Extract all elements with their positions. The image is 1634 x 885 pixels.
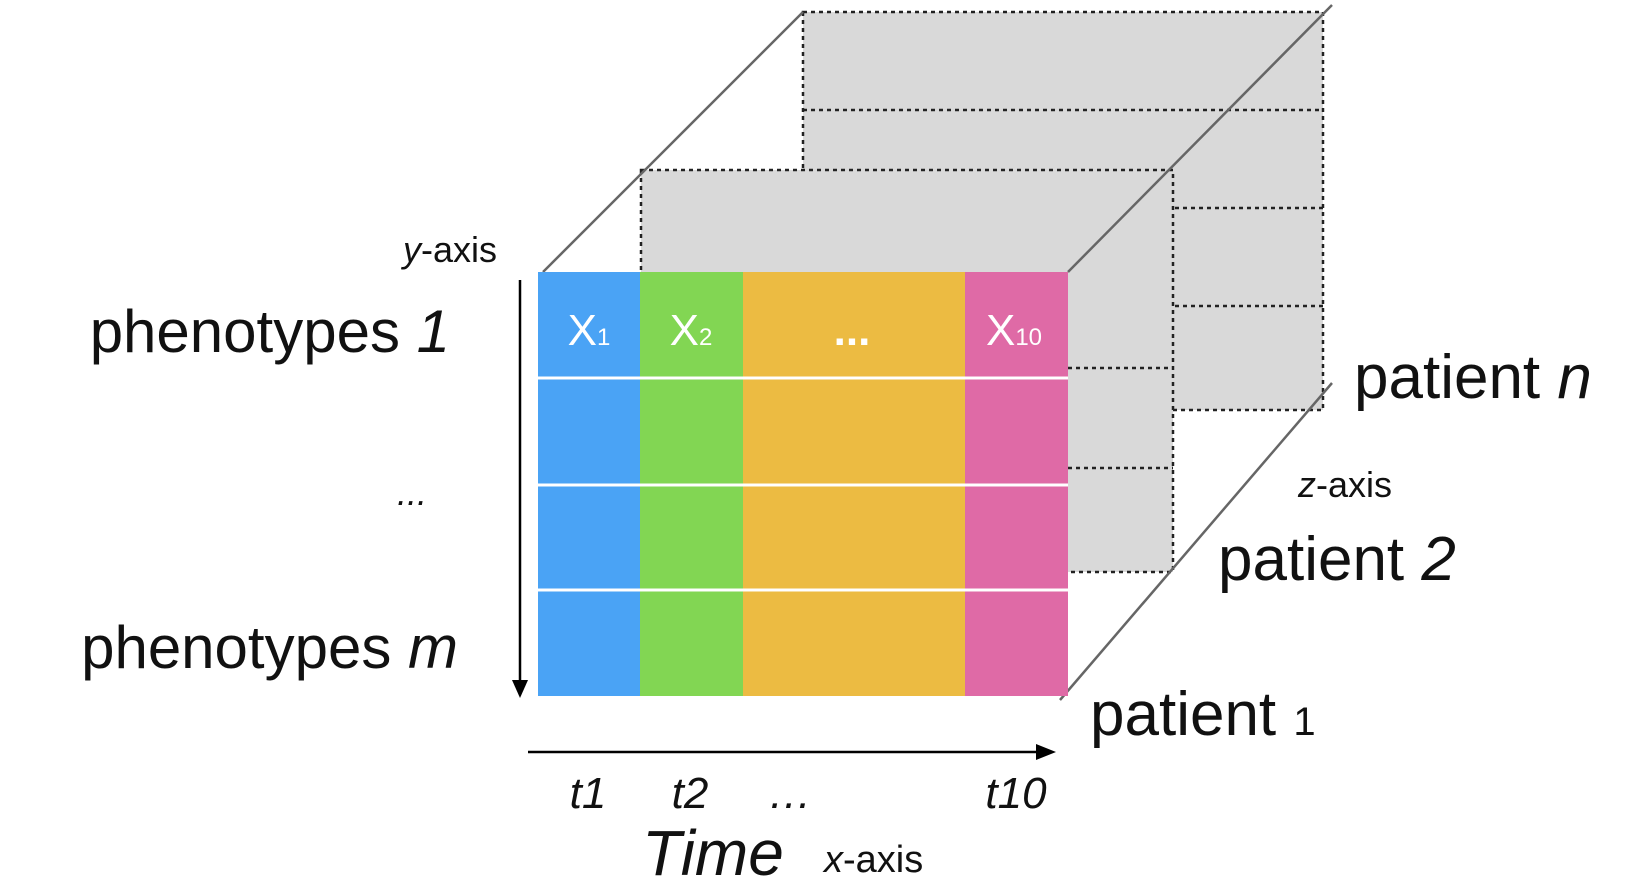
phenotypes-bottom-label: phenotypes m [81, 614, 458, 681]
depth-edge-top-left [542, 11, 804, 273]
patient-1-matrix: X1 X2 ... X10 [538, 272, 1068, 696]
patient-2-label: patient 2 [1218, 525, 1456, 594]
x-axis: t1 t2 … t10 Time x-axis [528, 744, 1056, 885]
x-tick-label: … [768, 769, 812, 818]
x2-cell-label: X2 [670, 306, 713, 355]
x-axis-arrowhead [1036, 744, 1056, 760]
z-axis-label: z-axis [1297, 464, 1392, 505]
depth-edge-top-right [1067, 4, 1333, 273]
patient-n-label: patient n [1354, 343, 1592, 412]
x-tick-label: t10 [985, 769, 1047, 818]
phenotypes-ellipsis: ... [397, 472, 427, 513]
x10-cell-label: X10 [986, 306, 1042, 355]
patient-1-label: patient 1 [1090, 680, 1316, 749]
x-tick-label: t2 [672, 769, 709, 818]
cube-depth-edges [542, 4, 1333, 701]
phenotypes-top-label: phenotypes 1 [90, 298, 450, 365]
depth-edge-bottom-right [1059, 382, 1333, 701]
x-axis-title: Time [642, 817, 784, 885]
x-axis-label: x-axis [822, 839, 923, 881]
middle-cell-label: ... [834, 306, 871, 355]
x1-cell-label: X1 [568, 306, 611, 355]
x-tick-label: t1 [570, 769, 607, 818]
z-axis: z-axis patient 1 patient 2 patient n [1090, 343, 1592, 749]
y-axis: y-axis phenotypes 1 ... phenotypes m [81, 229, 528, 698]
y-axis-arrowhead [512, 680, 528, 698]
y-axis-label: y-axis [400, 229, 497, 270]
